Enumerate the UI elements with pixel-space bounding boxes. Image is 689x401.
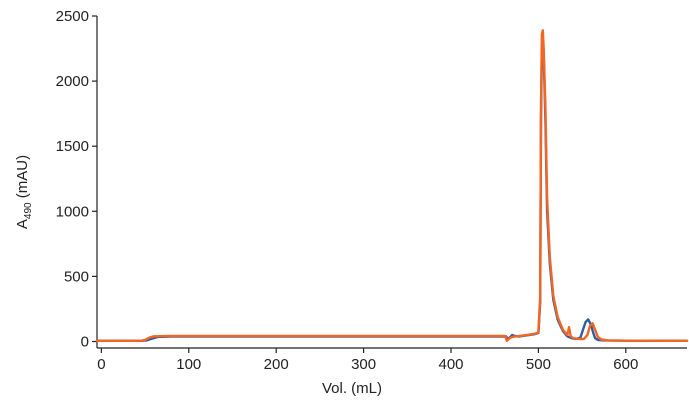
y-tick-label: 1000 xyxy=(56,203,89,220)
x-tick-label: 500 xyxy=(526,356,551,373)
x-axis-title: Vol. (mL) xyxy=(322,380,382,397)
y-tick-label: 500 xyxy=(64,268,89,285)
axes xyxy=(96,16,687,349)
y-tick-label: 0 xyxy=(81,333,89,350)
y-tick-label: 1500 xyxy=(56,138,89,155)
x-tick-label: 0 xyxy=(97,356,105,373)
x-tick-label: 100 xyxy=(176,356,201,373)
series-group xyxy=(95,29,689,342)
series-line-1 xyxy=(95,36,689,342)
x-tick-label: 600 xyxy=(613,356,638,373)
x-ticks: 0 100 200 300 400 500 600 xyxy=(97,348,638,373)
y-axis-title-main: A xyxy=(14,219,31,229)
x-tick-label: 200 xyxy=(264,356,289,373)
series-line-2 xyxy=(95,29,689,342)
y-axis-title-subscript: 490 xyxy=(23,202,34,219)
x-tick-label: 400 xyxy=(438,356,463,373)
y-tick-label: 2500 xyxy=(56,8,89,25)
x-tick-label: 300 xyxy=(351,356,376,373)
y-ticks: 0 500 1000 1500 2000 2500 xyxy=(56,8,97,350)
y-axis-title: A490 (mAU) xyxy=(14,155,34,229)
y-tick-label: 2000 xyxy=(56,73,89,90)
y-axis-title-unit: (mAU) xyxy=(14,155,31,203)
